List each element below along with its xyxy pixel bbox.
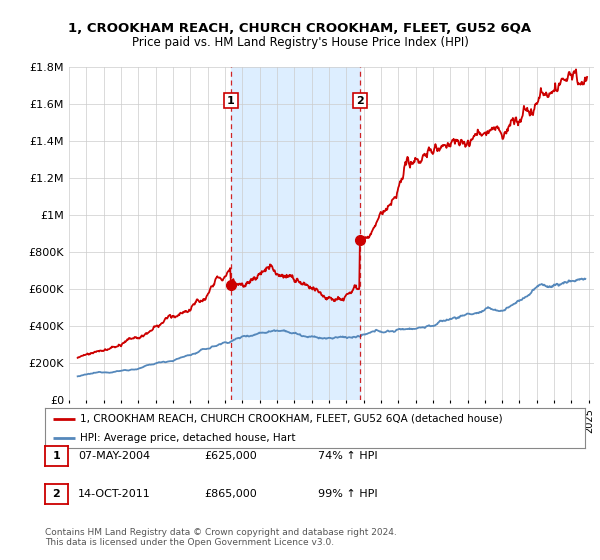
Text: 14-OCT-2011: 14-OCT-2011 (78, 489, 151, 499)
Text: 1: 1 (227, 96, 235, 105)
Text: HPI: Average price, detached house, Hart: HPI: Average price, detached house, Hart (80, 433, 296, 443)
Text: 74% ↑ HPI: 74% ↑ HPI (318, 451, 377, 461)
Text: 1, CROOKHAM REACH, CHURCH CROOKHAM, FLEET, GU52 6QA (detached house): 1, CROOKHAM REACH, CHURCH CROOKHAM, FLEE… (80, 414, 503, 424)
Text: 07-MAY-2004: 07-MAY-2004 (78, 451, 150, 461)
Text: 1, CROOKHAM REACH, CHURCH CROOKHAM, FLEET, GU52 6QA: 1, CROOKHAM REACH, CHURCH CROOKHAM, FLEE… (68, 22, 532, 35)
Text: Contains HM Land Registry data © Crown copyright and database right 2024.
This d: Contains HM Land Registry data © Crown c… (45, 528, 397, 547)
Text: 2: 2 (53, 489, 60, 499)
Text: £625,000: £625,000 (204, 451, 257, 461)
Text: 2: 2 (356, 96, 364, 105)
Text: 1: 1 (53, 451, 60, 461)
Text: 99% ↑ HPI: 99% ↑ HPI (318, 489, 377, 499)
Bar (231, 67, 360, 400)
Text: Price paid vs. HM Land Registry's House Price Index (HPI): Price paid vs. HM Land Registry's House … (131, 36, 469, 49)
Text: £865,000: £865,000 (204, 489, 257, 499)
